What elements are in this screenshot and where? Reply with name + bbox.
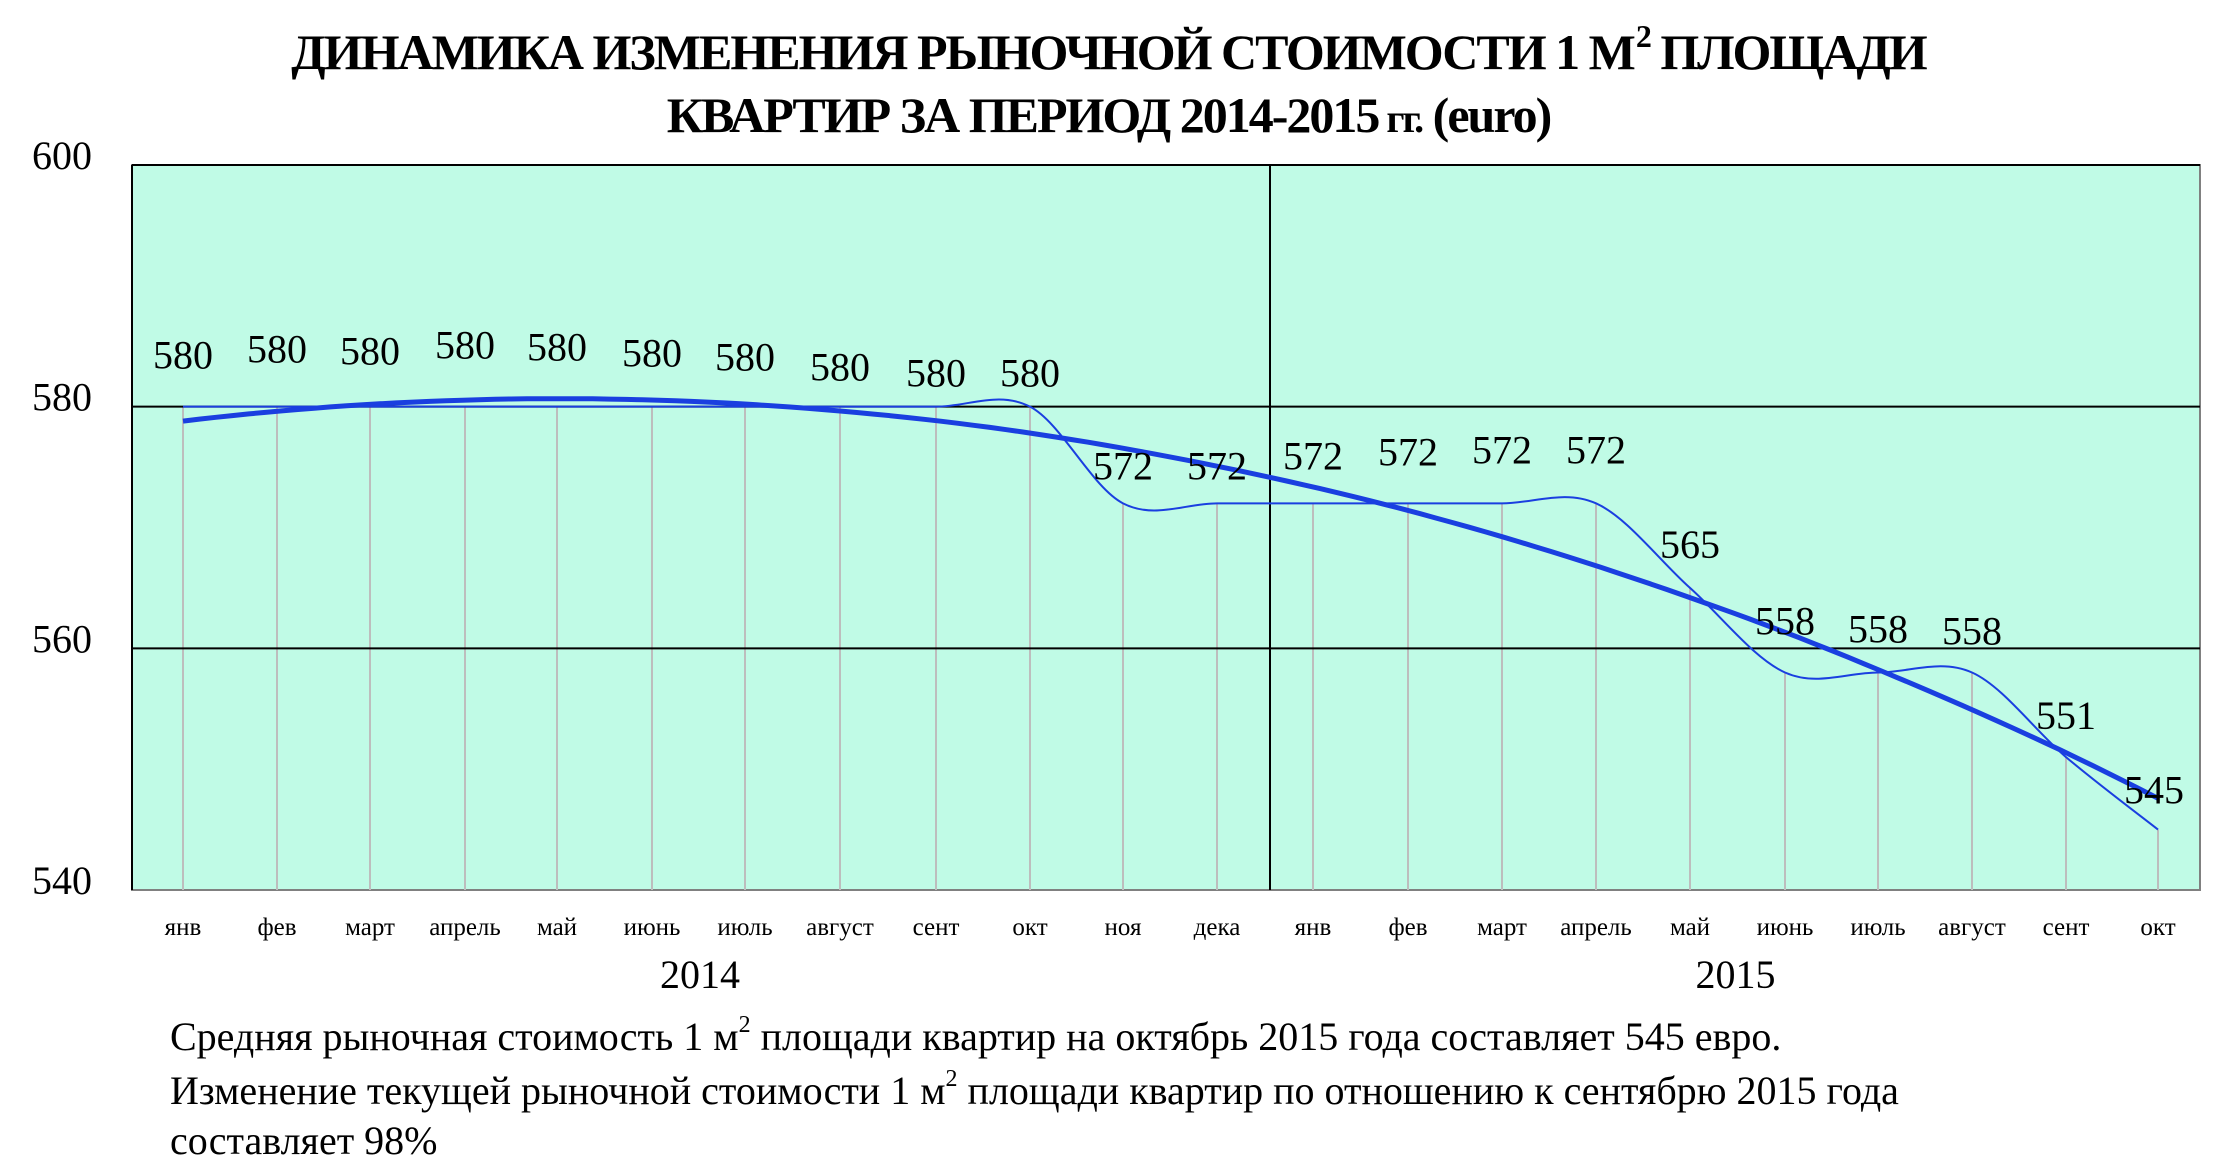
data-label: 580 — [340, 329, 400, 374]
x-tick-label: сент — [913, 914, 960, 941]
plot-area — [131, 164, 2201, 891]
x-tick-label: март — [345, 914, 395, 941]
x-tick-label: август — [1938, 914, 2006, 941]
data-label: 558 — [1942, 609, 2002, 654]
data-label: 558 — [1755, 599, 1815, 644]
y-tick-label: 580 — [32, 375, 92, 420]
data-label: 572 — [1566, 427, 1626, 472]
data-label: 580 — [810, 345, 870, 390]
data-label: 572 — [1378, 429, 1438, 474]
y-tick-label: 540 — [32, 858, 92, 903]
chart-title-line1: ДИНАМИКА ИЗМЕНЕНИЯ РЫНОЧНОЙ СТОИМОСТИ 1 … — [291, 18, 1927, 80]
trend-line — [182, 396, 2160, 801]
data-label: 580 — [906, 351, 966, 396]
data-label: 572 — [1472, 427, 1532, 472]
x-tick-label: апрель — [429, 914, 501, 941]
chart-title-line2: КВАРТИР ЗА ПЕРИОД 2014-2015 гг. (euro) — [666, 87, 1553, 143]
x-tick-label: март — [1477, 914, 1527, 941]
x-tick-label: фев — [257, 914, 296, 941]
x-tick-label: июнь — [1757, 914, 1814, 941]
x-tick-label: июль — [717, 914, 772, 941]
year-label: 2014 — [660, 952, 740, 997]
data-label: 572 — [1187, 443, 1247, 488]
data-label: 572 — [1093, 443, 1153, 488]
y-axis-tick-labels: 540 560 580 600 — [32, 133, 92, 903]
x-tick-label: ноя — [1105, 914, 1142, 941]
x-axis-tick-labels: янв фев март апрель май июнь июль август сент окт… — [165, 914, 2176, 941]
data-label: 580 — [153, 333, 213, 378]
x-tick-label: июнь — [624, 914, 681, 941]
x-tick-label: май — [1670, 914, 1710, 941]
x-tick-label: июль — [1850, 914, 1905, 941]
data-label: 580 — [715, 335, 775, 380]
data-label: 580 — [247, 327, 307, 372]
data-label: 572 — [1283, 433, 1343, 478]
footer-note-line1: Средняя рыночная стоимость 1 м2 площади … — [170, 1012, 1782, 1059]
data-label: 580 — [622, 331, 682, 376]
x-tick-label: янв — [165, 914, 202, 941]
y-tick-label: 600 — [32, 133, 92, 178]
year-label: 2015 — [1696, 952, 1776, 997]
data-label: 565 — [1660, 522, 1720, 567]
x-tick-label: дека — [1194, 914, 1241, 941]
data-label: 580 — [1000, 351, 1060, 396]
data-label: 558 — [1848, 607, 1908, 652]
data-label: 580 — [435, 323, 495, 368]
x-tick-label: апрель — [1560, 914, 1632, 941]
data-labels: 580 580 580 580 580 580 580 580 580 580 572 572 572 5… — [153, 323, 2184, 813]
data-label: 545 — [2124, 768, 2184, 813]
x-tick-label: сент — [2043, 914, 2090, 941]
year-labels: 2014 2015 — [660, 952, 1776, 997]
x-tick-label: август — [806, 914, 874, 941]
footer-note-line2: Изменение текущей рыночной стоимости 1 м… — [170, 1066, 1899, 1113]
x-tick-label: янв — [1295, 914, 1332, 941]
series-line — [183, 398, 2159, 831]
x-tick-label: фев — [1388, 914, 1427, 941]
footer-note-line3: составляет 98% — [170, 1118, 438, 1163]
data-label: 551 — [2036, 693, 2096, 738]
y-tick-label: 560 — [32, 616, 92, 661]
x-tick-label: окт — [1012, 914, 1047, 941]
x-tick-label: май — [537, 914, 577, 941]
data-label: 580 — [527, 325, 587, 370]
x-tick-label: окт — [2140, 914, 2175, 941]
